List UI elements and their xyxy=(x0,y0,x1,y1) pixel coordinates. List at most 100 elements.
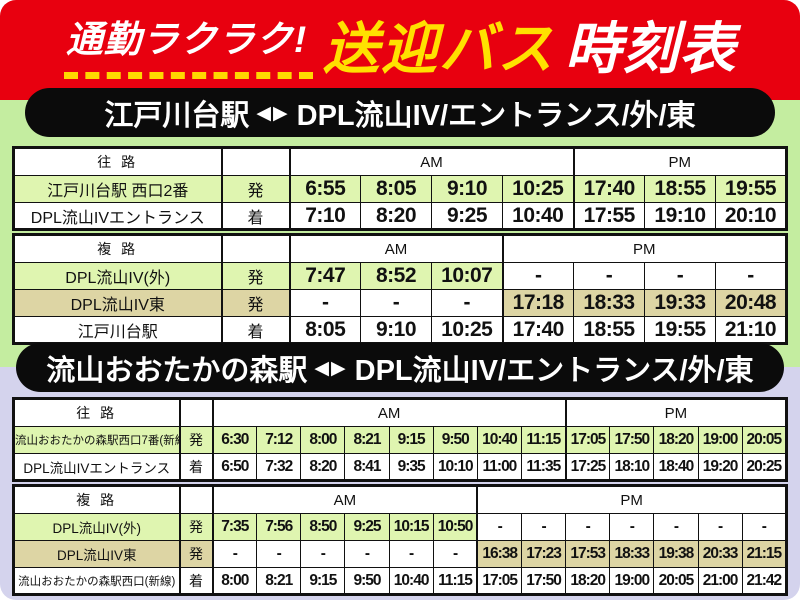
route-banner-edogawadai: 江戸川台駅 ◀▶ DPL流山IV/エントランス/外/東 xyxy=(25,88,775,137)
time-cell: 18:20 xyxy=(653,426,699,454)
time-cell: 7:35 xyxy=(211,513,258,541)
pm-column-group-header: PM xyxy=(476,485,788,514)
no-service-cell: - xyxy=(360,289,432,317)
station-label: 江戸川台駅 xyxy=(13,316,223,344)
time-cell: 19:00 xyxy=(609,567,655,595)
direction-header: 往 路 xyxy=(13,398,181,427)
station-label: 江戸川台駅 西口2番 xyxy=(13,175,223,203)
time-cell: 8:52 xyxy=(360,262,432,290)
time-cell: 16:38 xyxy=(476,540,522,568)
time-cell: 8:00 xyxy=(211,567,258,595)
depart-arrive-mark: 着 xyxy=(179,567,214,595)
time-cell: 7:56 xyxy=(256,513,302,541)
no-service-cell: - xyxy=(697,513,743,541)
pm-column-group-header: PM xyxy=(501,234,787,263)
am-column-group-header: AM xyxy=(289,147,574,176)
time-cell: 9:50 xyxy=(344,567,390,595)
both-ways-arrow-icon: ◀▶ xyxy=(256,103,290,124)
station-label: DPL流山IVエントランス xyxy=(13,453,181,481)
time-cell: 18:10 xyxy=(609,453,655,481)
depart-arrive-mark: 発 xyxy=(221,289,291,317)
direction-header: 複 路 xyxy=(13,485,181,514)
timetable: 複 路 AM PM DPL流山IV(外) 発 7:35 7:56 8:50 9:25 10:15 1… xyxy=(12,484,788,596)
time-cell: 6:30 xyxy=(211,426,258,454)
time-cell: 11:00 xyxy=(476,453,522,481)
depart-arrive-mark: 発 xyxy=(179,426,214,454)
time-cell: 17:55 xyxy=(572,202,645,230)
pm-column-group-header: PM xyxy=(564,398,787,427)
station-label: DPL流山IV(外) xyxy=(13,262,223,290)
time-cell: 20:48 xyxy=(715,289,787,317)
time-cell: 8:21 xyxy=(256,567,302,595)
time-cell: 19:33 xyxy=(644,289,716,317)
time-cell: 19:55 xyxy=(644,316,716,344)
otakanomori-return-table: 複 路 AM PM DPL流山IV(外) 発 7:35 7:56 8:50 9:25 10:15 1… xyxy=(12,484,788,596)
time-cell: 17:50 xyxy=(609,426,655,454)
time-cell: 18:55 xyxy=(573,316,645,344)
no-service-cell: - xyxy=(520,513,567,541)
time-cell: 8:20 xyxy=(300,453,346,481)
time-cell: 9:35 xyxy=(388,453,434,481)
time-cell: 6:50 xyxy=(211,453,258,481)
time-cell: 6:55 xyxy=(289,175,361,203)
time-cell: 10:50 xyxy=(432,513,478,541)
am-column-group-header: AM xyxy=(211,398,567,427)
time-cell: 18:55 xyxy=(644,175,716,203)
time-cell: 21:15 xyxy=(741,540,788,568)
no-service-cell: - xyxy=(211,540,258,568)
otakanomori-outbound-table: 往 路 AM PM 流山おおたかの森駅西口7番(新線) 発 6:30 7:12 8:00 8:2… xyxy=(12,397,788,482)
no-service-cell: - xyxy=(289,289,361,317)
timetable: 往 路 AM PM 流山おおたかの森駅西口7番(新線) 発 6:30 7:12 8:00 8:2… xyxy=(12,397,788,482)
direction-header: 往 路 xyxy=(13,147,223,176)
time-cell: 10:15 xyxy=(388,513,434,541)
table-row: DPL流山IV東発 - - - - - -16:38 17:23 17:53 18:33 19:38… xyxy=(13,540,788,568)
time-cell: 21:00 xyxy=(697,567,743,595)
time-cell: 9:10 xyxy=(360,316,432,344)
time-cell: 18:33 xyxy=(573,289,645,317)
time-cell: 17:05 xyxy=(476,567,522,595)
table-header-row: 複 路 AM PM xyxy=(13,485,788,514)
no-service-cell: - xyxy=(565,513,611,541)
time-cell: 20:05 xyxy=(653,567,699,595)
time-cell: 8:00 xyxy=(300,426,346,454)
time-cell: 7:12 xyxy=(256,426,302,454)
time-cell: 10:07 xyxy=(431,262,503,290)
time-cell: 10:40 xyxy=(388,567,434,595)
station-label: 流山おおたかの森駅西口(新線) xyxy=(13,567,181,595)
timetable: 往 路 AM PM 江戸川台駅 西口2番発 6:55 8:05 9:10 10:25 17:40… xyxy=(12,146,788,231)
time-cell: 9:15 xyxy=(300,567,346,595)
time-cell: 21:10 xyxy=(715,316,787,344)
station-label: 流山おおたかの森駅西口7番(新線) xyxy=(13,426,181,454)
table-header-row: 往 路 AM PM xyxy=(13,147,787,176)
time-cell: 7:10 xyxy=(289,202,361,230)
time-cell: 20:05 xyxy=(741,426,788,454)
time-cell: 9:10 xyxy=(431,175,503,203)
depart-arrive-mark: 発 xyxy=(221,175,291,203)
time-cell: 11:35 xyxy=(520,453,567,481)
no-service-cell: - xyxy=(653,513,699,541)
table-row: 江戸川台駅着 8:05 9:10 10:25 17:40 18:55 19:55 21:10 xyxy=(13,316,787,344)
empty-header-cell xyxy=(221,147,291,176)
time-cell: 8:05 xyxy=(360,175,432,203)
time-cell: 9:25 xyxy=(344,513,390,541)
time-cell: 10:40 xyxy=(476,426,522,454)
banner-station-name: 江戸川台駅 xyxy=(104,99,250,132)
time-cell: 11:15 xyxy=(520,426,567,454)
depart-arrive-mark: 着 xyxy=(221,202,291,230)
no-service-cell: - xyxy=(256,540,302,568)
time-cell: 9:25 xyxy=(431,202,503,230)
time-cell: 17:23 xyxy=(520,540,567,568)
time-cell: 20:10 xyxy=(715,202,787,230)
time-cell: 8:50 xyxy=(300,513,346,541)
table-row: DPL流山IV(外) 発 7:47 8:52 10:07- - - - xyxy=(13,262,787,290)
time-cell: 9:50 xyxy=(432,426,478,454)
no-service-cell: - xyxy=(741,513,788,541)
time-cell: 19:00 xyxy=(697,426,743,454)
no-service-cell: - xyxy=(300,540,346,568)
depart-arrive-mark: 発 xyxy=(179,513,214,541)
station-label: DPL流山IVエントランス xyxy=(13,202,223,230)
time-cell: 18:20 xyxy=(565,567,611,595)
no-service-cell: - xyxy=(715,262,787,290)
banner-destination: DPL流山IV/エントランス/外/東 xyxy=(296,99,696,132)
no-service-cell: - xyxy=(432,540,478,568)
